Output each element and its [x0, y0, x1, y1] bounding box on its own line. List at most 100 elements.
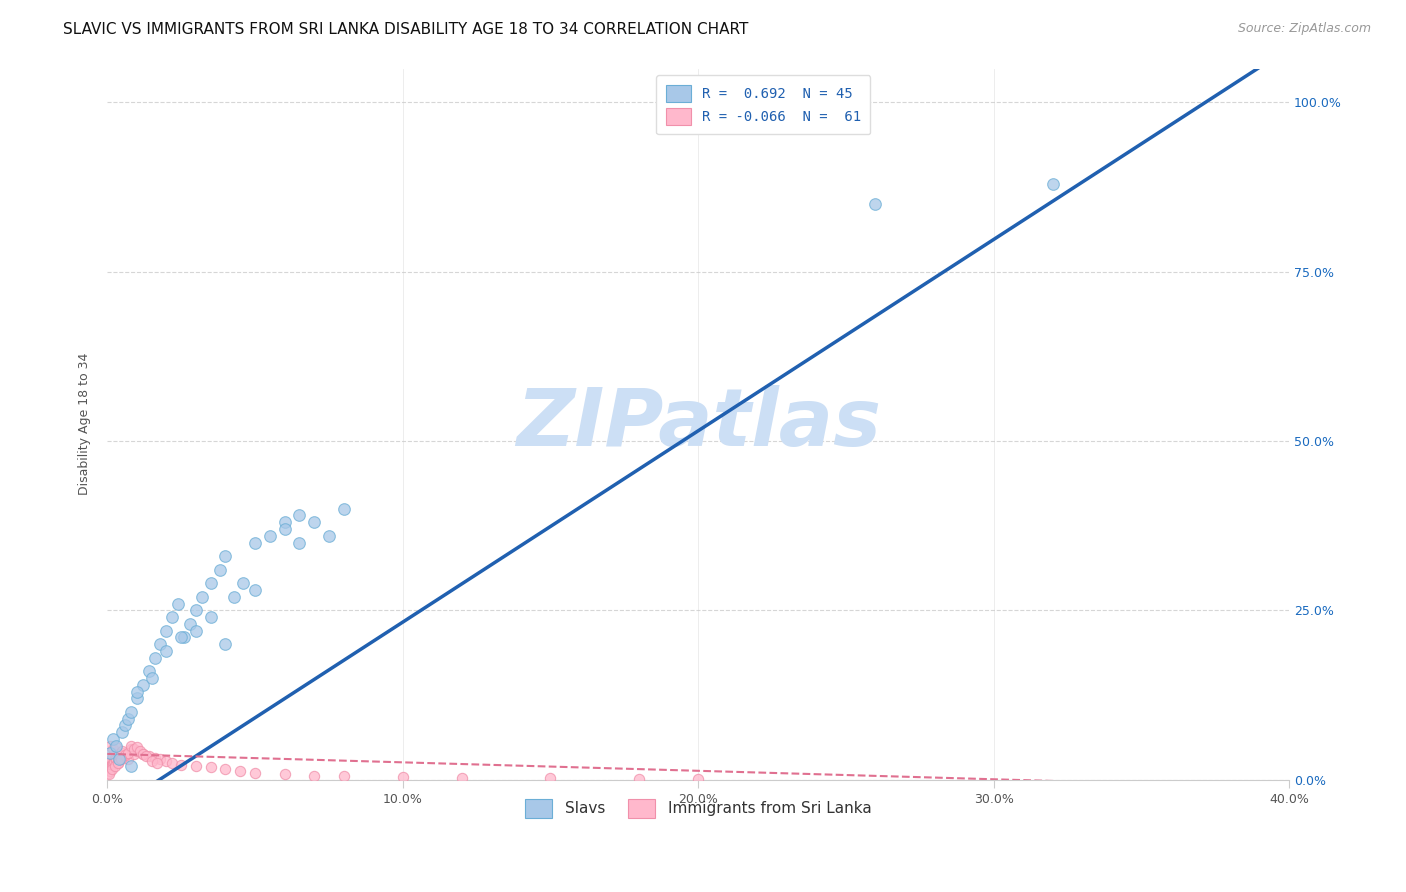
Text: ZIPatlas: ZIPatlas [516, 385, 880, 463]
Point [391, 770, 413, 784]
Point [184, 759, 207, 773]
Point [229, 764, 252, 779]
Point [143, 650, 166, 665]
Point [120, 742, 142, 756]
Point [149, 752, 172, 766]
Y-axis label: Disability Age 18 to 34: Disability Age 18 to 34 [79, 353, 91, 495]
Point [179, 616, 201, 631]
Point [120, 705, 142, 719]
Point [101, 742, 124, 756]
Point [114, 748, 136, 763]
Point [105, 752, 128, 766]
Point [243, 535, 266, 549]
Point [125, 691, 148, 706]
Point [155, 624, 177, 638]
Point [125, 684, 148, 698]
Point [155, 754, 177, 768]
Point [125, 740, 148, 755]
Text: Source: ZipAtlas.com: Source: ZipAtlas.com [1237, 22, 1371, 36]
Point [98, 764, 121, 779]
Legend: Slavs, Immigrants from Sri Lanka: Slavs, Immigrants from Sri Lanka [517, 791, 879, 825]
Point [191, 590, 214, 604]
Point [120, 739, 142, 753]
Point [141, 754, 163, 768]
Point [98, 759, 121, 773]
Point [332, 769, 354, 783]
Point [98, 739, 121, 753]
Point [149, 637, 172, 651]
Point [117, 752, 139, 766]
Point [104, 751, 127, 765]
Text: SLAVIC VS IMMIGRANTS FROM SRI LANKA DISABILITY AGE 18 TO 34 CORRELATION CHART: SLAVIC VS IMMIGRANTS FROM SRI LANKA DISA… [63, 22, 748, 37]
Point [138, 748, 160, 763]
Point [117, 746, 139, 760]
Point [288, 508, 311, 523]
Point [120, 759, 142, 773]
Point [200, 576, 222, 591]
Point [131, 678, 153, 692]
Point [97, 767, 120, 781]
Point [135, 748, 157, 763]
Point [111, 744, 134, 758]
Point [273, 767, 295, 781]
Point [214, 637, 236, 651]
Point [538, 771, 561, 785]
Point [97, 765, 120, 780]
Point [114, 718, 136, 732]
Point [138, 665, 160, 679]
Point [865, 197, 887, 211]
Point [1042, 177, 1064, 191]
Point [200, 760, 222, 774]
Point [146, 756, 169, 770]
Point [273, 515, 295, 529]
Point [259, 529, 281, 543]
Point [101, 756, 124, 770]
Point [688, 772, 710, 786]
Point [184, 624, 207, 638]
Point [232, 576, 254, 591]
Point [450, 771, 472, 785]
Point [243, 765, 266, 780]
Point [318, 529, 340, 543]
Point [100, 763, 122, 777]
Point [167, 597, 190, 611]
Point [125, 744, 148, 758]
Point [103, 754, 125, 768]
Point [122, 742, 145, 756]
Point [302, 768, 325, 782]
Point [143, 751, 166, 765]
Point [332, 501, 354, 516]
Point [628, 772, 651, 786]
Point [243, 582, 266, 597]
Point [273, 522, 295, 536]
Point [114, 748, 136, 763]
Point [111, 746, 134, 760]
Point [224, 590, 246, 604]
Point [302, 515, 325, 529]
Point [98, 756, 121, 770]
Point [170, 631, 193, 645]
Point [108, 747, 131, 761]
Point [98, 746, 121, 760]
Point [100, 752, 122, 766]
Point [122, 747, 145, 761]
Point [200, 610, 222, 624]
Point [288, 535, 311, 549]
Point [107, 756, 129, 770]
Point [214, 549, 236, 563]
Point [111, 725, 134, 739]
Point [184, 603, 207, 617]
Point [107, 756, 129, 770]
Point [214, 763, 236, 777]
Point [101, 757, 124, 772]
Point [108, 752, 131, 766]
Point [208, 563, 231, 577]
Point [97, 763, 120, 777]
Point [131, 747, 153, 761]
Point [110, 752, 132, 766]
Point [100, 760, 122, 774]
Point [155, 644, 177, 658]
Point [104, 759, 127, 773]
Point [105, 740, 128, 755]
Point [101, 731, 124, 746]
